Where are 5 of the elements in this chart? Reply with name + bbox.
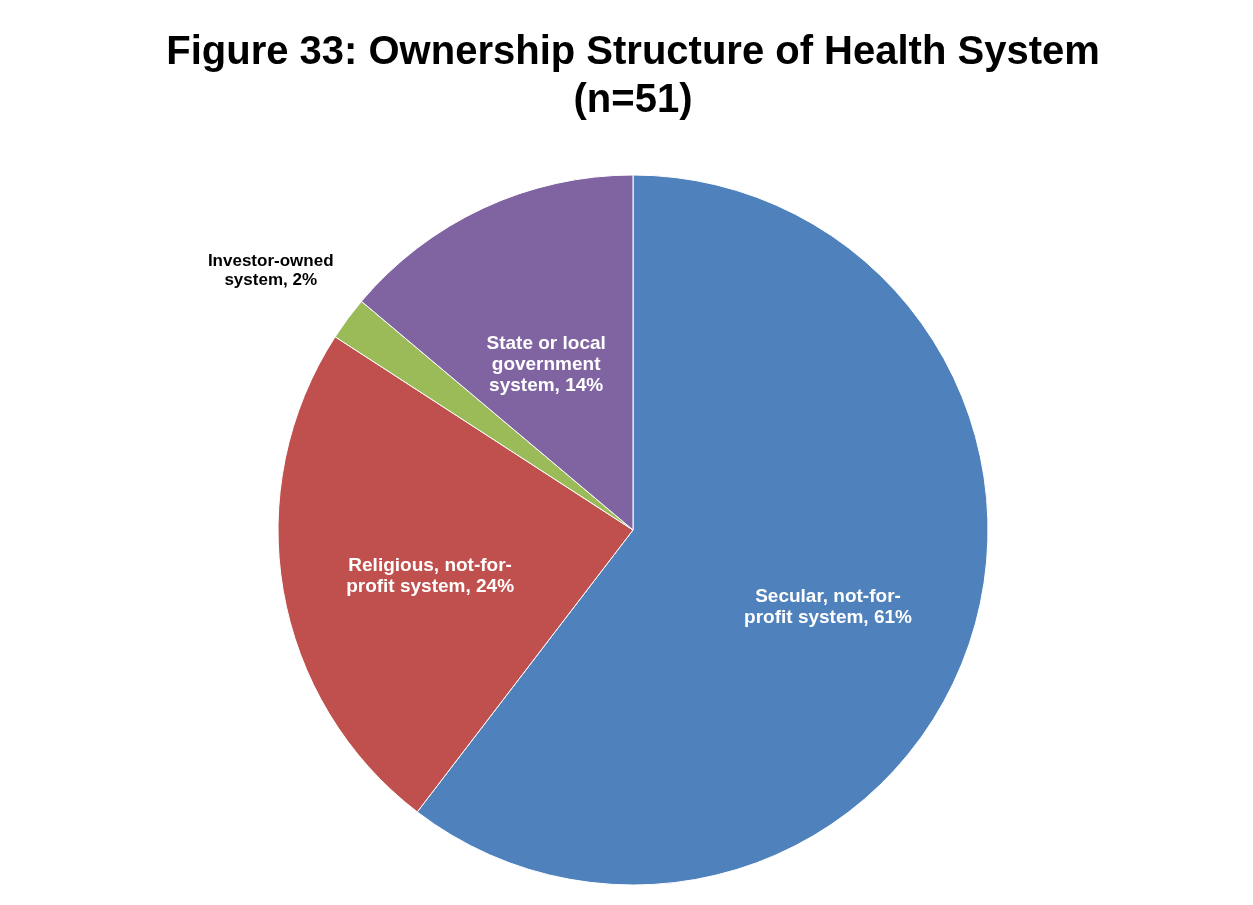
slice-label: Secular, not-for-profit system, 61%	[744, 585, 913, 628]
slice-label: State or local government system, 14%	[486, 332, 606, 396]
chart-title: Figure 33: Ownership Structure of Health System (n=51)	[166, 28, 1100, 120]
slice-label: Investor-owned system, 2%	[207, 251, 334, 290]
slice-label: Religious, not-for-profit system, 24%	[346, 554, 515, 597]
